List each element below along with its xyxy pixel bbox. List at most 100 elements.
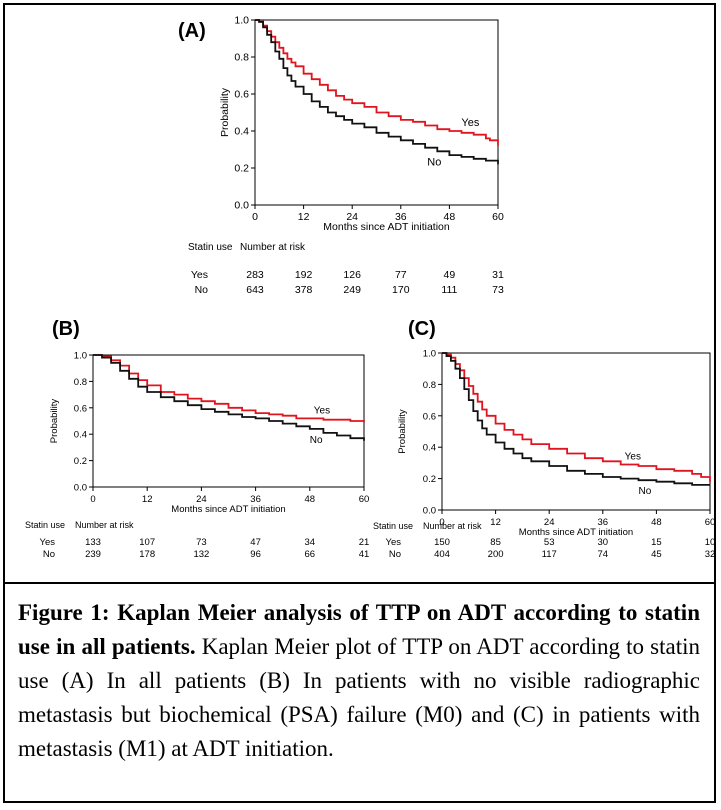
risk-count: 10 [705,537,716,548]
y-tick-label: 0.0 [74,483,87,494]
y-tick-label: 0.8 [423,380,436,391]
risk-row-label: No [43,549,55,560]
y-tick-label: 0.8 [234,52,249,64]
panel-label: (B) [52,318,80,340]
risk-count: 192 [295,269,313,281]
x-tick-label: 48 [444,211,456,223]
risk-count: 249 [343,284,361,296]
annotation-yes: Yes [625,451,641,462]
figure-caption: Figure 1: Kaplan Meier analysis of TTP o… [5,582,714,801]
x-tick-label: 36 [598,517,609,528]
risk-count: 85 [490,537,501,548]
x-tick-label: 0 [90,494,95,505]
y-axis-label: Probability [49,399,60,444]
risk-count: 21 [359,537,370,548]
x-tick-label: 12 [142,494,153,505]
x-tick-label: 24 [196,494,207,505]
risk-count: 77 [395,269,407,281]
figure-frame: (A) 0.0 0.2 0.4 0.6 0.8 1.0 0 12 24 36 48 60 Probabil… [3,3,716,803]
risk-count: 111 [441,284,457,296]
risk-count: 74 [598,549,609,560]
series-line-yes [442,352,711,482]
risk-count: 66 [305,549,316,560]
plot-frame [92,354,365,488]
caption-title: Figure 1: Kaplan Meier analysis of TTP o… [18,600,700,659]
x-tick-label: 36 [395,211,407,223]
y-axis-label: Probability [397,409,408,454]
y-tick-label: 0.6 [423,411,436,422]
figure-panels: (A) 0.0 0.2 0.4 0.6 0.8 1.0 0 12 24 36 48 60 Probabil… [25,15,716,561]
risk-row-label: Yes [40,537,56,548]
x-axis-label: Months since ADT initiation [323,221,450,233]
risk-count: 73 [196,537,207,548]
annotation-no: No [639,486,652,497]
annotation-yes: Yes [461,117,479,129]
y-tick-label: 0.8 [74,377,87,388]
series-line-yes [93,354,365,423]
y-tick-label: 0.2 [74,456,87,467]
x-tick-label: 24 [544,517,555,528]
annotation-no: No [310,435,323,446]
y-tick-label: 0.4 [423,443,436,454]
risk-count: 15 [651,537,662,548]
series-line-no [442,352,710,486]
y-tick-label: 0.6 [74,403,87,414]
risk-row-label: Yes [191,269,208,281]
panel-label: (C) [408,318,436,340]
risk-count: 200 [488,549,504,560]
x-tick-label: 12 [298,211,310,223]
y-tick-label: 0.0 [234,200,249,212]
caption-text: Kaplan Meier plot of TTP on ADT accordin… [18,634,700,761]
y-tick-label: 1.0 [74,351,87,362]
risk-count: 404 [434,549,450,560]
risk-count: 32 [705,549,716,560]
risk-row-label: No [195,284,209,296]
risk-count: 643 [246,284,264,296]
x-tick-label: 0 [252,211,258,223]
risk-count: 170 [392,284,410,296]
series-line-no [255,19,499,165]
risk-count: 178 [139,549,155,560]
x-axis-label: Months since ADT initiation [171,504,285,515]
risk-table-count-header: Number at risk [423,521,482,531]
x-tick-label: 48 [305,494,316,505]
x-tick-label: 60 [492,211,504,223]
x-tick-label: 24 [346,211,358,223]
risk-count: 239 [85,549,101,560]
x-tick-label: 60 [359,494,370,505]
y-tick-label: 0.4 [74,430,87,441]
series-line-no [93,354,365,441]
risk-count: 34 [305,537,316,548]
x-axis-label: Months since ADT initiation [519,527,633,538]
annotation-yes: Yes [314,405,330,416]
y-axis-label: Probability [219,87,231,137]
risk-table-group-header: Statin use [188,242,233,253]
risk-row-label: Yes [386,537,402,548]
risk-count: 41 [359,549,370,560]
y-tick-label: 0.2 [423,474,436,485]
risk-count: 49 [444,269,456,281]
risk-count: 133 [85,537,101,548]
risk-count: 378 [295,284,313,296]
risk-count: 73 [492,284,504,296]
x-tick-label: 48 [651,517,662,528]
y-tick-label: 1.0 [234,15,249,27]
risk-count: 126 [343,269,361,281]
y-tick-label: 1.0 [423,349,436,360]
risk-count: 31 [492,269,504,281]
x-tick-label: 0 [439,517,444,528]
risk-count: 150 [434,537,450,548]
risk-count: 30 [598,537,609,548]
plot-frame [254,19,499,206]
risk-row-label: No [389,549,401,560]
risk-count: 53 [544,537,555,548]
risk-count: 132 [193,549,209,560]
risk-table-count-header: Number at risk [240,242,306,253]
risk-table-count-header: Number at risk [75,520,134,530]
x-tick-label: 60 [705,517,716,528]
panel-label: (A) [178,20,206,42]
risk-table-group-header: Statin use [373,521,413,531]
risk-count: 107 [139,537,155,548]
risk-count: 47 [250,537,261,548]
x-tick-label: 36 [250,494,261,505]
